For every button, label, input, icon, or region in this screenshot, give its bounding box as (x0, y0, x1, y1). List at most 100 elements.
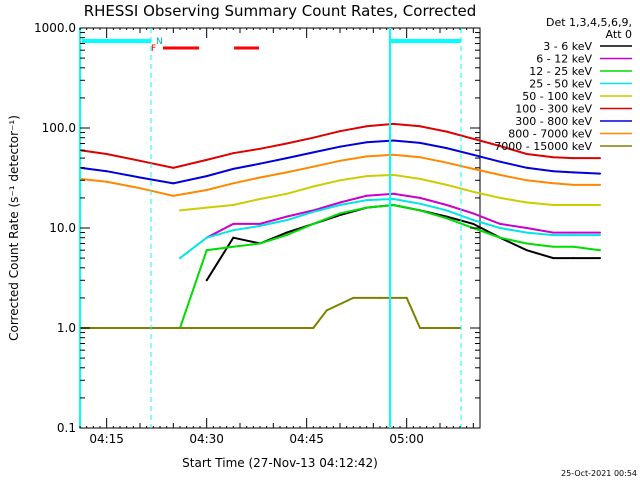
series-point (572, 245, 575, 248)
series-point (599, 249, 601, 252)
series-point (285, 234, 288, 237)
series-point (172, 182, 175, 185)
series-point (419, 156, 421, 159)
series-point (365, 175, 368, 178)
series-point (259, 224, 261, 227)
series-point (392, 153, 395, 156)
series-point (139, 176, 141, 179)
series-point (172, 166, 175, 169)
series-point (365, 206, 368, 209)
series-point (232, 245, 235, 248)
series-point (599, 203, 601, 206)
series-point (205, 236, 208, 239)
series-point (339, 145, 341, 148)
series-point (525, 152, 528, 155)
series-point (125, 327, 128, 329)
plot-frame (79, 27, 481, 429)
series-point (445, 161, 448, 164)
series-point (419, 209, 421, 212)
series-point (445, 209, 448, 212)
series-point (259, 162, 261, 165)
series-point (205, 249, 208, 252)
series-point (552, 170, 555, 173)
series-point (525, 242, 528, 245)
series-point (599, 234, 601, 237)
series-point (499, 236, 501, 239)
series-point (259, 147, 261, 150)
series-point (499, 173, 501, 176)
series-point (392, 139, 395, 142)
series-point (472, 219, 475, 222)
series-point (445, 327, 448, 329)
series-point (312, 136, 315, 139)
series-point (552, 182, 555, 185)
series-point (285, 157, 288, 160)
series-point (445, 203, 448, 206)
y-tick-label: 0.1 (57, 421, 76, 435)
series-point (472, 222, 475, 225)
series-point (552, 234, 555, 237)
legend-entry-label: 25 - 50 keV (529, 78, 592, 91)
series-point (205, 158, 208, 161)
series-point (312, 210, 315, 213)
series-point (499, 160, 501, 163)
series-point (259, 176, 261, 179)
series-point (259, 197, 261, 200)
series-point (339, 201, 341, 204)
series-point (232, 182, 235, 185)
series-point (572, 203, 575, 206)
y-axis: 0.1 1.0 10.0 100.0 1000.0 (34, 21, 480, 435)
plot-area: N F (79, 27, 601, 429)
series-point (392, 122, 395, 125)
series-point (232, 152, 235, 155)
series-point (419, 327, 421, 329)
series-point (205, 188, 208, 191)
series-point (179, 257, 181, 260)
y-tick-label: 10.0 (49, 221, 76, 235)
series-point (285, 192, 288, 195)
series-point (572, 157, 575, 160)
series-point (152, 327, 155, 329)
series-point (285, 219, 288, 222)
series-point (419, 141, 421, 144)
x-tick-label: 04:30 (189, 432, 224, 446)
series-point (325, 309, 328, 312)
series-line-100-300-kev (79, 122, 600, 169)
series-point (525, 231, 528, 234)
series-point (572, 257, 575, 260)
series-point (365, 141, 368, 144)
series-point (259, 222, 261, 225)
series-point (285, 171, 288, 174)
series-point (339, 179, 341, 182)
series-point (312, 222, 315, 225)
series-point (179, 209, 181, 212)
chart-title: RHESSI Observing Summary Count Rates, Co… (84, 2, 477, 20)
series-point (419, 125, 421, 128)
x-axis-label: Start Time (27-Nov-13 04:12:42) (182, 456, 378, 470)
series-point (572, 234, 575, 237)
series-point (572, 231, 575, 234)
series-point (552, 203, 555, 206)
annotation-layer: N F (79, 28, 462, 428)
x-tick-label: 05:00 (389, 432, 424, 446)
series-point (105, 170, 108, 173)
series-point (552, 231, 555, 234)
series-point (139, 187, 141, 190)
series-point (285, 231, 288, 234)
legend-entry-label: 12 - 25 keV (529, 65, 592, 78)
legend-entry-label: 6 - 12 keV (536, 53, 592, 66)
series-point (339, 159, 341, 162)
series-point (105, 152, 108, 155)
series-point (352, 296, 355, 299)
series-point (499, 222, 501, 225)
series-point (392, 173, 395, 176)
series-point (365, 155, 368, 158)
series-line-800-7000-kev (79, 153, 600, 197)
series-point (312, 185, 315, 188)
series-point (525, 201, 528, 204)
series-point (392, 192, 395, 195)
series-line-7000-15000-kev (80, 296, 460, 329)
series-point (445, 130, 448, 133)
series-point (599, 231, 601, 234)
